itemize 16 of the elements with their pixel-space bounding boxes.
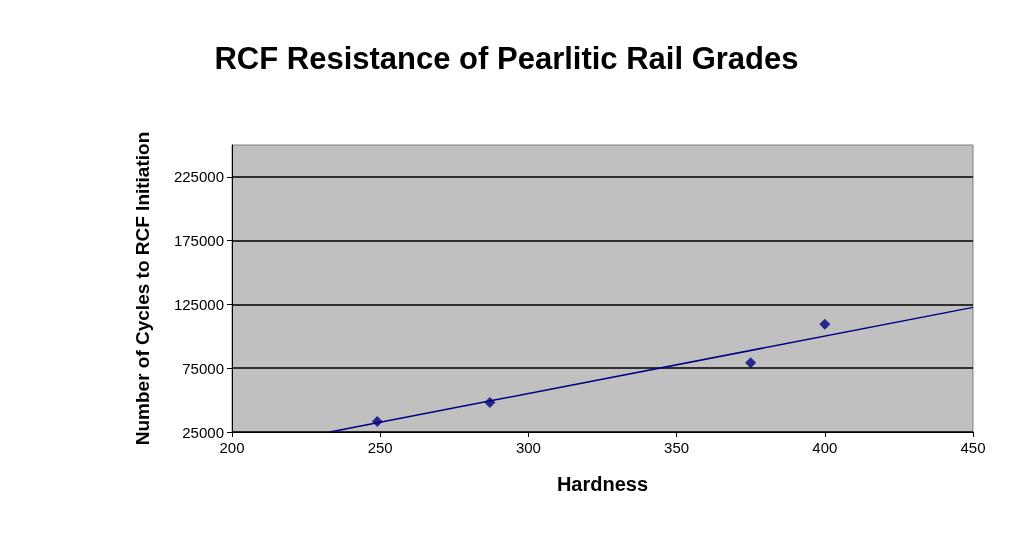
- x-tick-label: 300: [515, 439, 541, 456]
- x-tick-label: 450: [960, 439, 986, 456]
- x-tick-label: 400: [812, 439, 838, 456]
- x-tick-label: 200: [219, 439, 245, 456]
- point: [745, 357, 757, 369]
- y-tick-label: 225000: [173, 168, 224, 186]
- chart-title: RCF Resistance of Pearlitic Rail Grades: [214, 41, 799, 76]
- y-axis-title: Number of Cycles to RCF Initiation: [131, 131, 153, 446]
- y-tick-label: 125000: [173, 295, 224, 313]
- x-tick-label: 350: [664, 439, 690, 456]
- x-tick-label: 250: [367, 439, 393, 456]
- y-tick-label: 25000: [182, 423, 224, 441]
- y-tick-label: 75000: [182, 359, 224, 377]
- y-tick-label: 175000: [173, 232, 224, 250]
- point: [819, 318, 831, 330]
- x-axis-title: Hardness: [556, 473, 649, 495]
